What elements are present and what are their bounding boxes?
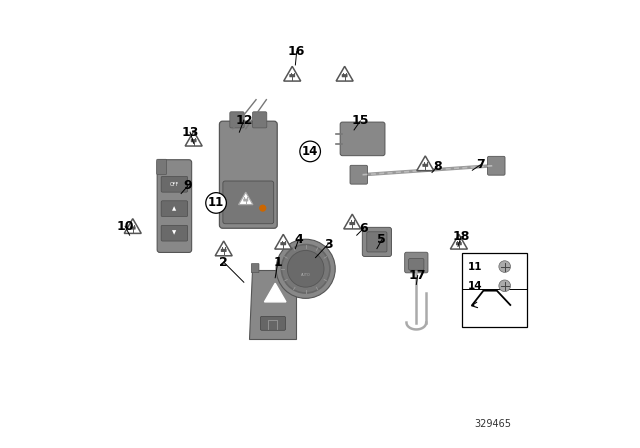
FancyBboxPatch shape [271,293,279,297]
Polygon shape [344,214,361,229]
FancyBboxPatch shape [350,165,367,184]
Circle shape [205,193,227,213]
Text: 1: 1 [273,255,282,269]
Text: 18: 18 [452,230,470,243]
FancyBboxPatch shape [289,74,295,77]
Polygon shape [417,156,434,171]
Text: 17: 17 [409,269,426,282]
Text: 13: 13 [181,125,199,139]
FancyBboxPatch shape [488,156,505,175]
FancyBboxPatch shape [191,139,196,142]
Circle shape [287,250,324,287]
Polygon shape [264,283,286,302]
Circle shape [259,205,266,212]
FancyBboxPatch shape [223,181,274,224]
FancyBboxPatch shape [260,316,285,330]
FancyBboxPatch shape [422,164,428,167]
Text: 11: 11 [468,262,483,271]
Circle shape [276,239,335,298]
FancyBboxPatch shape [367,232,387,252]
FancyBboxPatch shape [252,263,259,272]
Text: 8: 8 [433,160,442,173]
Text: ▼: ▼ [172,231,177,236]
Polygon shape [215,241,232,256]
Circle shape [499,261,511,272]
Polygon shape [451,234,467,249]
Polygon shape [239,192,253,205]
FancyBboxPatch shape [130,226,136,229]
Text: 15: 15 [351,114,369,128]
FancyBboxPatch shape [362,228,392,256]
FancyBboxPatch shape [342,74,348,77]
Polygon shape [124,219,141,233]
Text: 7: 7 [476,158,484,172]
FancyBboxPatch shape [456,242,462,245]
FancyBboxPatch shape [161,225,188,241]
Polygon shape [250,270,296,340]
Polygon shape [185,131,202,146]
FancyBboxPatch shape [157,160,191,253]
Text: 9: 9 [184,179,192,193]
Text: 329465: 329465 [474,419,511,429]
FancyBboxPatch shape [220,121,277,228]
Circle shape [282,245,330,293]
Polygon shape [275,234,292,249]
Text: 11: 11 [208,196,224,210]
FancyBboxPatch shape [161,177,188,192]
Polygon shape [284,66,301,81]
Text: OFF: OFF [170,182,179,187]
Text: ▲: ▲ [172,206,177,211]
FancyBboxPatch shape [221,249,227,252]
Text: 6: 6 [359,222,368,235]
Text: 14: 14 [468,281,483,291]
Circle shape [300,141,321,162]
FancyBboxPatch shape [230,112,244,128]
Text: 12: 12 [235,113,253,127]
FancyBboxPatch shape [280,242,286,245]
Text: 14: 14 [302,145,318,158]
FancyBboxPatch shape [161,201,188,216]
FancyBboxPatch shape [404,252,428,273]
FancyBboxPatch shape [349,222,355,225]
Circle shape [499,280,511,292]
Text: 2: 2 [220,255,228,269]
FancyBboxPatch shape [253,112,267,128]
Text: AUTO: AUTO [301,273,310,277]
Text: 16: 16 [288,45,305,58]
FancyBboxPatch shape [409,258,424,270]
FancyBboxPatch shape [243,198,248,202]
FancyBboxPatch shape [463,253,527,327]
Text: 5: 5 [378,233,386,246]
FancyBboxPatch shape [157,159,166,174]
Text: 10: 10 [116,220,134,233]
Polygon shape [336,66,353,81]
Text: 4: 4 [294,233,303,246]
FancyBboxPatch shape [340,122,385,155]
Text: 3: 3 [324,237,332,251]
